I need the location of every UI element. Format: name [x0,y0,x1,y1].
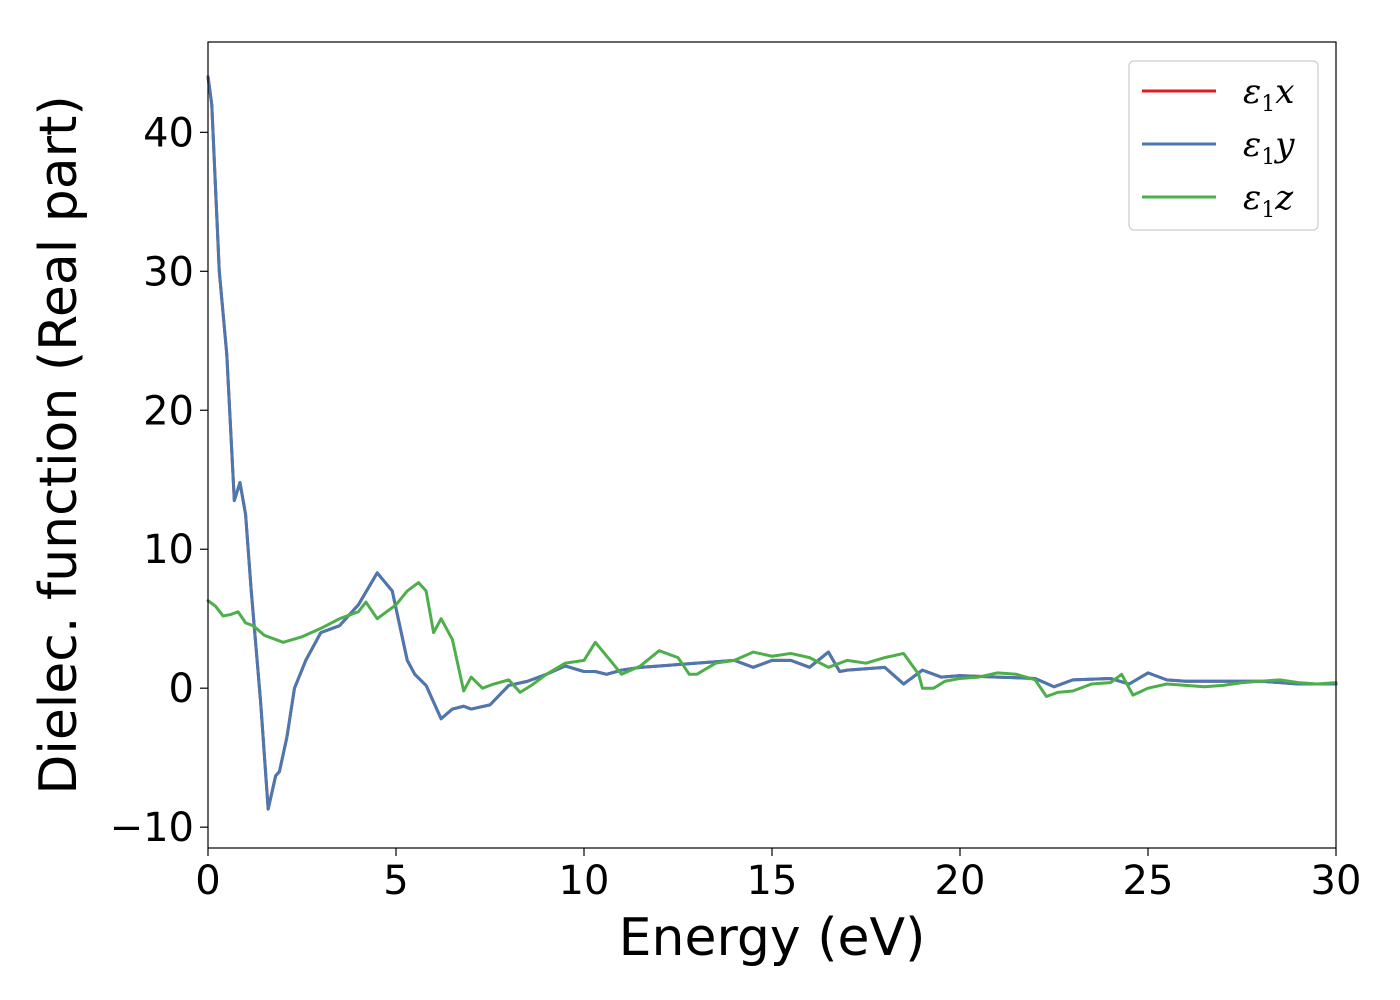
y-tick-label: 10 [143,527,194,573]
series-layer [206,75,1338,811]
plot-area [206,41,1338,849]
x-tick-label: 15 [747,858,798,904]
legend: ε1x ε1y ε1z [1128,60,1319,231]
legend-label-z: ε1z [1243,178,1294,223]
x-tick-label: 25 [1123,858,1174,904]
y-tick-label: 0 [169,666,194,712]
legend-label-x: ε1x [1243,72,1294,117]
legend-frame [1128,60,1319,231]
legend-label-y: ε1y [1243,125,1295,170]
x-tick-label: 10 [559,858,610,904]
y-axis: −10 0 10 20 30 40 [110,110,208,851]
x-tick-label: 5 [383,858,408,904]
x-axis-title: Energy (eV) [619,908,926,968]
y-tick-label: −10 [110,805,194,851]
x-axis: 0 5 10 15 20 25 30 [195,848,1361,904]
x-tick-label: 0 [195,858,220,904]
series-line-z [206,581,1338,699]
x-tick-label: 20 [935,858,986,904]
y-tick-label: 20 [143,388,194,434]
y-axis-title: Dielec. function (Real part) [29,95,89,794]
legend-items: ε1x ε1y ε1z [1142,72,1295,223]
y-tick-label: 30 [143,249,194,295]
x-tick-label: 30 [1311,858,1362,904]
y-tick-label: 40 [143,110,194,156]
